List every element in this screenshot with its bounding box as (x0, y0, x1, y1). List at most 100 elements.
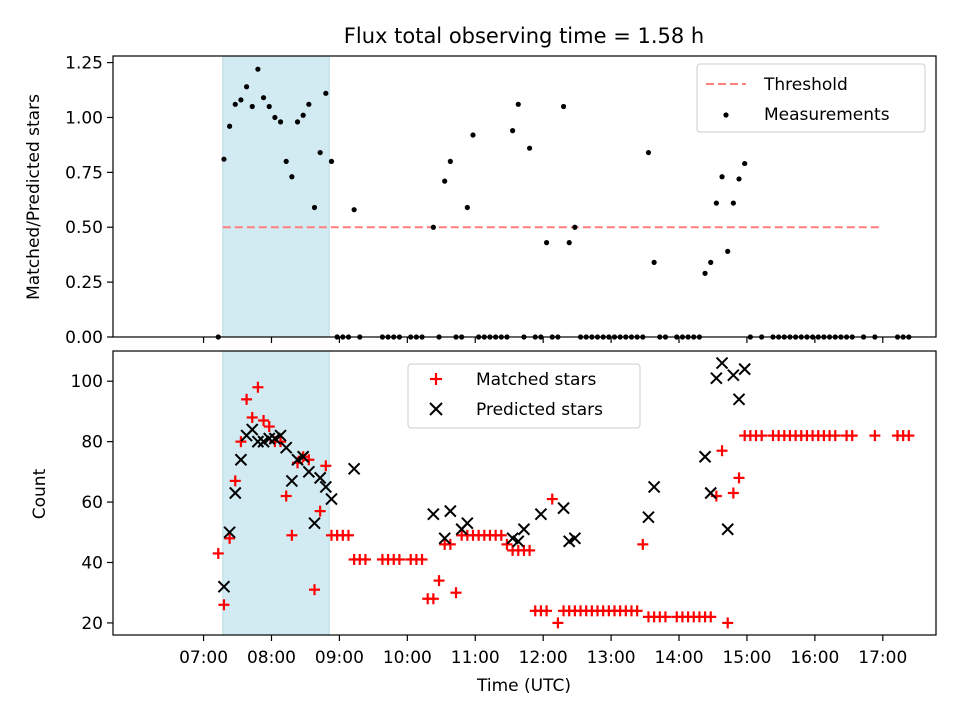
predicted-star-marker-5 (246, 423, 259, 436)
legend-predicted-label: Predicted stars (476, 400, 603, 420)
bottom-y-tick-label-2: 60 (81, 493, 103, 513)
matched-star-marker-57 (552, 617, 564, 629)
measurement-point-3 (232, 101, 238, 107)
measurement-point-85 (730, 200, 736, 206)
matched-star-marker-47 (495, 529, 507, 541)
matched-star-marker-13 (286, 529, 298, 541)
predicted-star-marker-10 (274, 429, 287, 442)
matched-star-marker-76 (659, 611, 671, 623)
matched-star-marker-88 (733, 472, 745, 484)
matched-star-marker-23 (342, 529, 354, 541)
measurement-point-56 (560, 103, 567, 110)
bottom-y-tick-label-1: 40 (81, 553, 103, 573)
top-y-tick-label-1: 0.25 (65, 273, 103, 293)
matched-star-marker-19 (320, 460, 332, 472)
predicted-star-marker-2 (229, 486, 242, 500)
matched-star-marker-17 (309, 584, 321, 596)
predicted-star-markers (217, 356, 751, 593)
measurement-point-39 (464, 204, 470, 211)
x-tick-label-1: 08:00 (247, 648, 296, 668)
measurement-point-16 (306, 101, 312, 107)
matched-star-marker-26 (359, 553, 371, 565)
measurement-point-36 (447, 158, 453, 164)
predicted-star-marker-12 (285, 474, 299, 488)
matched-star-marker-107 (869, 430, 881, 442)
predicted-star-marker-33 (642, 510, 655, 524)
x-tick-label-5: 12:00 (519, 648, 568, 668)
measurement-point-48 (515, 101, 521, 107)
matched-star-marker-87 (727, 487, 739, 499)
predicted-star-marker-39 (721, 523, 734, 536)
matched-star-marker-104 (829, 430, 841, 442)
legend-predicted-swatch (429, 402, 443, 416)
matched-star-marker-4 (235, 436, 247, 448)
measurement-point-58 (572, 224, 578, 230)
bottom-axes-frame (112, 350, 937, 636)
bottom-y-ticks: 20 40 60 80 100 (71, 372, 113, 634)
predicted-star-marker-22 (438, 532, 451, 545)
measurement-point-72 (651, 259, 657, 265)
predicted-star-marker-42 (738, 362, 751, 376)
top-legend-box (696, 63, 926, 133)
measurement-point-33 (430, 224, 436, 230)
predicted-star-marker-30 (557, 501, 570, 515)
bottom-legend: Matched stars Predicted stars (407, 363, 641, 429)
bottom-y-tick-label-3: 80 (81, 433, 103, 453)
x-tick-label-4: 11:00 (451, 648, 500, 668)
predicted-star-marker-3 (234, 453, 248, 466)
x-tick-label-0: 07:00 (179, 648, 228, 668)
measurement-point-9 (266, 103, 272, 110)
matched-star-marker-106 (846, 430, 858, 442)
matched-star-marker-5 (241, 393, 253, 405)
measurement-point-81 (708, 259, 714, 265)
measurement-point-86 (736, 176, 742, 182)
matched-star-marker-55 (541, 605, 553, 617)
measurement-point-71 (645, 149, 652, 156)
x-tick-label-7: 14:00 (655, 648, 704, 668)
top-axes-frame (112, 55, 937, 338)
predicted-star-marker-21 (427, 507, 440, 521)
matched-star-marker-33 (416, 553, 428, 565)
top-y-axis-label: Matched/Predicted stars (24, 94, 44, 300)
matched-star-marker-30 (393, 553, 405, 565)
top-y-tick-label-5: 1.25 (65, 54, 103, 74)
predicted-star-marker-25 (461, 517, 474, 530)
predicted-star-marker-1 (223, 526, 236, 539)
measurement-point-24 (351, 207, 357, 213)
measurement-point-35 (442, 178, 448, 184)
measurement-point-11 (277, 119, 284, 125)
top-x-ticks (202, 337, 884, 343)
measurement-point-50 (526, 145, 533, 151)
measurement-point-2 (227, 123, 233, 129)
matched-star-marker-18 (314, 505, 326, 517)
measurement-point-80 (702, 270, 708, 276)
matched-star-marker-86 (722, 617, 734, 629)
predicted-star-marker-41 (732, 393, 746, 406)
predicted-star-marker-18 (319, 480, 333, 494)
matched-star-marker-36 (433, 575, 445, 587)
chart-title: Flux total observing time = 1.58 h (344, 24, 704, 48)
legend-measurements-swatch (723, 112, 729, 118)
measurement-point-84 (725, 248, 731, 254)
measurement-point-40 (470, 132, 476, 138)
measurement-point-83 (719, 174, 725, 180)
x-tick-label-3: 10:00 (383, 648, 432, 668)
measurement-point-4 (238, 97, 244, 103)
predicted-star-marker-28 (517, 523, 531, 536)
measurement-point-47 (510, 128, 516, 134)
matched-star-marker-0 (212, 547, 224, 559)
matched-star-marker-52 (524, 544, 536, 556)
predicted-star-marker-32 (568, 532, 582, 545)
x-tick-label-2: 09:00 (315, 648, 364, 668)
matched-star-marker-85 (716, 445, 728, 457)
predicted-star-marker-27 (512, 535, 525, 548)
bottom-panel: 07:00 08:00 09:00 10:00 11:00 12:00 13:00 14:00… (30, 350, 937, 696)
top-y-tick-label-0: 0.00 (65, 328, 103, 348)
predicted-star-marker-34 (647, 480, 661, 494)
x-tick-label-8: 15:00 (722, 648, 771, 668)
predicted-star-marker-17 (313, 471, 327, 485)
measurement-point-53 (543, 240, 550, 246)
measurement-point-19 (323, 90, 329, 96)
top-shaded-interval (222, 55, 330, 338)
